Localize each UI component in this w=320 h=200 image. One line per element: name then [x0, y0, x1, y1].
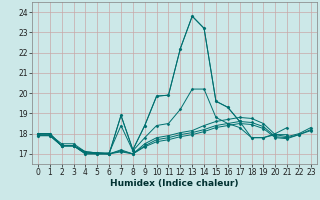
X-axis label: Humidex (Indice chaleur): Humidex (Indice chaleur)	[110, 179, 239, 188]
